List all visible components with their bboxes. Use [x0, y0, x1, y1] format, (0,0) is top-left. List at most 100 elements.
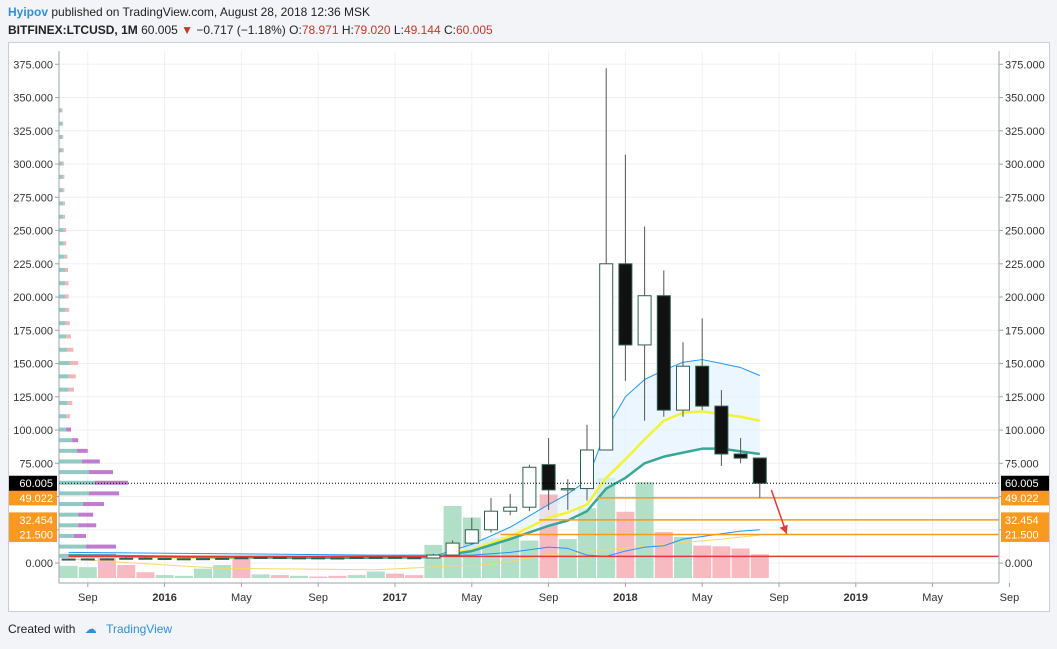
- candle-body: [484, 510, 498, 531]
- volume-profile-bar: [59, 400, 68, 405]
- volume-bar: [213, 565, 232, 578]
- volume-profile-bar: [59, 334, 67, 339]
- level-price-label-left: 21.500: [19, 529, 53, 541]
- volume-profile-bar: [81, 459, 100, 464]
- level-price-box-left: [9, 512, 57, 528]
- candle-body: [752, 457, 767, 484]
- volume-profile-bar: [59, 121, 62, 126]
- tradingview-cloud-icon: ☁: [84, 622, 97, 636]
- y-tick-label-right: 125.000: [1005, 392, 1045, 404]
- volume-bar: [270, 575, 289, 578]
- publish-line: Hyipov published on TradingView.com, Aug…: [8, 3, 1048, 21]
- y-tick-label-right: 275.000: [1005, 192, 1045, 204]
- volume-profile-bar: [63, 214, 65, 219]
- volume-profile-bar: [78, 512, 94, 517]
- volume-profile-bar: [66, 427, 71, 432]
- created-with-text: Created with: [8, 622, 76, 636]
- volume-profile-bar: [69, 361, 79, 366]
- candle-body: [656, 295, 671, 411]
- volume-profile-bar: [67, 347, 74, 352]
- candle-body: [637, 295, 652, 346]
- author-link[interactable]: Hyipov: [8, 5, 49, 19]
- y-tick-label-right: 0.000: [1005, 558, 1033, 570]
- volume-bar: [59, 565, 78, 578]
- y-tick-label-left: 250.000: [13, 226, 53, 238]
- ma-band: [433, 359, 760, 558]
- volume-profile-bar: [65, 267, 68, 272]
- volume-bar: [366, 571, 385, 578]
- volume-bar: [712, 546, 731, 578]
- x-tick-label: 2017: [383, 592, 407, 604]
- footer: Created with ☁ TradingView: [8, 622, 172, 636]
- volume-profile-bar: [59, 134, 62, 139]
- open-label: O:: [289, 23, 302, 37]
- x-tick-label: 2018: [613, 592, 637, 604]
- volume-profile-bar: [59, 470, 89, 475]
- y-tick-label-right: 100.000: [1005, 425, 1045, 437]
- volume-profile-bar: [59, 201, 64, 206]
- candle-body: [215, 557, 230, 560]
- last-price: 60.005: [141, 23, 178, 37]
- volume-bar: [174, 575, 193, 578]
- candle-body: [349, 556, 364, 559]
- y-tick-label-left: 375.000: [13, 59, 53, 71]
- volume-profile-bar: [65, 294, 69, 299]
- volume-profile-bar: [59, 228, 64, 233]
- volume-profile-bar: [78, 523, 97, 528]
- candle-body: [541, 464, 556, 491]
- last-price-box-left: [9, 475, 57, 491]
- last-price-box-right: [1001, 475, 1049, 491]
- x-tick-label: May: [922, 592, 943, 604]
- plot-layer: [59, 68, 999, 578]
- volume-profile-bar: [59, 174, 63, 179]
- volume-profile-bar: [63, 201, 65, 206]
- tradingview-link[interactable]: TradingView: [106, 622, 173, 636]
- volume-profile-bar: [65, 321, 70, 326]
- x-tick-label: May: [231, 592, 252, 604]
- chart-area[interactable]: 0.0000.00025.00025.00050.00050.00075.000…: [8, 42, 1050, 612]
- level-price-label-right: 49.022: [1005, 493, 1039, 505]
- volume-profile-bar: [59, 307, 66, 312]
- volume-bar: [578, 508, 596, 578]
- volume-profile-bar: [64, 254, 68, 259]
- last-price-label-right: 60.005: [1005, 478, 1039, 490]
- candle-body: [157, 558, 172, 561]
- volume-profile-bar: [74, 533, 86, 538]
- volume-profile-bar: [59, 267, 65, 272]
- x-tick-label: Sep: [78, 592, 98, 604]
- volume-profile-bar: [59, 188, 63, 193]
- y-tick-label-right: 150.000: [1005, 359, 1045, 371]
- volume-bar: [386, 573, 404, 578]
- volume-profile-bar: [59, 148, 62, 153]
- volume-bar: [290, 575, 308, 578]
- y-tick-label-left: 225.000: [13, 259, 53, 271]
- volume-profile-bar: [61, 108, 63, 113]
- y-tick-label-right: 250.000: [1005, 226, 1045, 238]
- ohlc-line: BITFINEX:LTCUSD, 1M 60.005 ▼ −0.717 (−1.…: [8, 21, 1048, 39]
- candle-body: [426, 554, 441, 559]
- candle-body: [560, 488, 575, 491]
- candle-body: [292, 557, 306, 560]
- volume-bar: [309, 576, 328, 578]
- candle-body: [272, 556, 287, 559]
- x-tick-label: May: [461, 592, 482, 604]
- y-tick-label-left: 350.000: [13, 93, 53, 105]
- high-label: H:: [341, 23, 354, 37]
- volume-bar: [405, 575, 424, 578]
- price-chart[interactable]: 0.0000.00025.00025.00050.00050.00075.000…: [9, 43, 1049, 611]
- y-tick-label-left: 200.000: [13, 292, 53, 304]
- level-price-label-left: 49.022: [19, 493, 53, 505]
- candle-body: [196, 558, 210, 561]
- y-tick-label-right: 75.000: [1005, 458, 1039, 470]
- level-price-box-right: [1001, 526, 1049, 542]
- volume-profile-bar: [67, 400, 73, 405]
- volume-bar: [328, 575, 347, 578]
- volume-profile-bar: [59, 281, 65, 286]
- candle-body: [464, 529, 479, 544]
- volume-profile-bar: [59, 361, 70, 366]
- volume-profile-bar: [83, 502, 104, 507]
- y-tick-label-left: 325.000: [13, 126, 53, 138]
- volume-profile-bar: [59, 321, 66, 326]
- volume-profile-bar: [65, 307, 70, 312]
- x-tick-label: 2016: [152, 592, 176, 604]
